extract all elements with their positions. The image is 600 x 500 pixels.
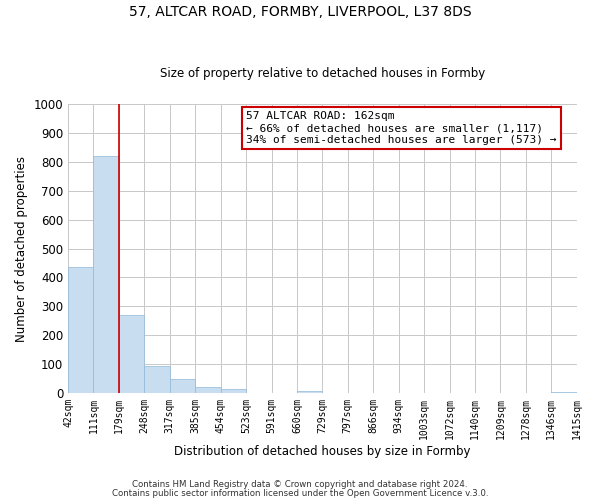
Text: Contains public sector information licensed under the Open Government Licence v.: Contains public sector information licen… [112,488,488,498]
Text: 57 ALTCAR ROAD: 162sqm
← 66% of detached houses are smaller (1,117)
34% of semi-: 57 ALTCAR ROAD: 162sqm ← 66% of detached… [246,112,557,144]
Title: Size of property relative to detached houses in Formby: Size of property relative to detached ho… [160,66,485,80]
Y-axis label: Number of detached properties: Number of detached properties [15,156,28,342]
Bar [170,379,195,393]
X-axis label: Distribution of detached houses by size in Formby: Distribution of detached houses by size … [174,444,470,458]
Bar [221,390,246,393]
Bar [145,366,170,393]
Bar [119,315,145,393]
Bar [195,386,221,393]
Bar [551,392,577,393]
Bar [297,391,322,393]
Text: 57, ALTCAR ROAD, FORMBY, LIVERPOOL, L37 8DS: 57, ALTCAR ROAD, FORMBY, LIVERPOOL, L37 … [128,5,472,19]
Text: Contains HM Land Registry data © Crown copyright and database right 2024.: Contains HM Land Registry data © Crown c… [132,480,468,489]
Bar [68,268,94,393]
Bar [94,156,119,393]
